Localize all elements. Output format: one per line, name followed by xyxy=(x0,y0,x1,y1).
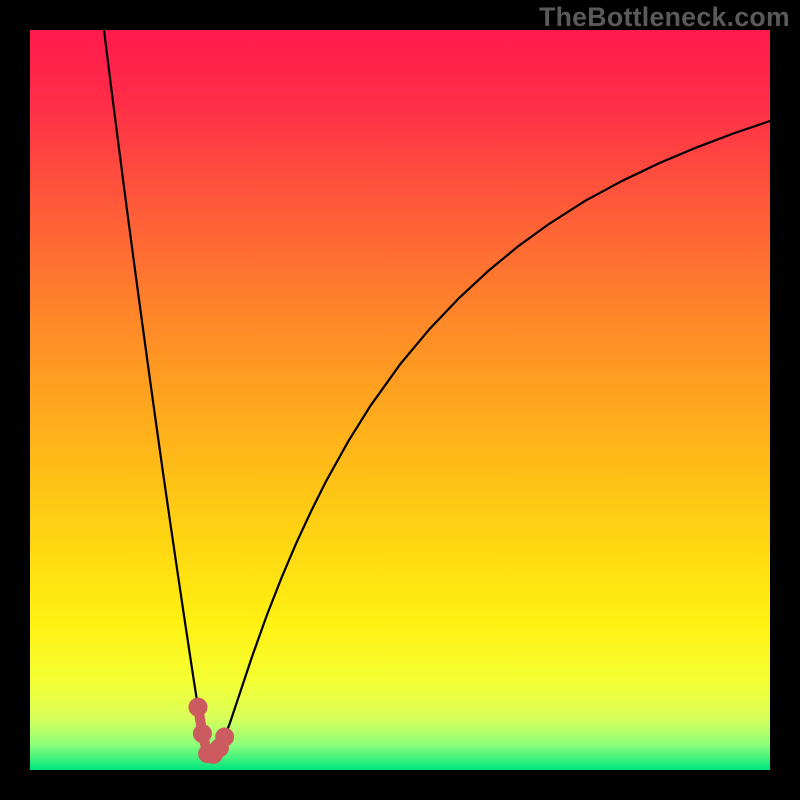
watermark-label: TheBottleneck.com xyxy=(539,2,790,33)
plot-svg xyxy=(30,30,770,770)
marker-dot xyxy=(194,726,210,742)
chart-frame: TheBottleneck.com xyxy=(0,0,800,800)
marker-dot xyxy=(217,729,233,745)
plot-area xyxy=(30,30,770,770)
marker-dot xyxy=(190,699,206,715)
gradient-background xyxy=(30,30,770,770)
